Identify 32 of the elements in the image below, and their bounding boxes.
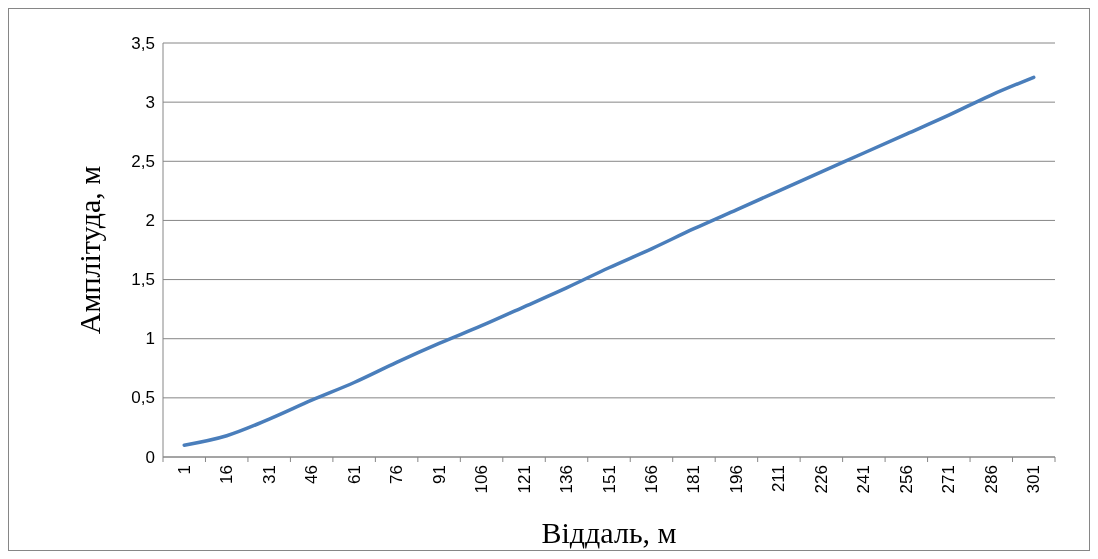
y-tick-label: 2,5 bbox=[131, 151, 155, 171]
line-series bbox=[182, 75, 1036, 447]
x-tick-label: 271 bbox=[939, 465, 959, 494]
x-tick-label: 196 bbox=[726, 465, 746, 494]
y-tick-label: 1 bbox=[145, 329, 155, 349]
x-tick-label: 16 bbox=[217, 465, 237, 484]
x-tick-label: 166 bbox=[641, 465, 661, 494]
x-tick-label: 1 bbox=[174, 465, 194, 475]
x-tick-label: 256 bbox=[896, 465, 916, 494]
x-tick-label: 61 bbox=[344, 465, 364, 484]
x-tick-label: 301 bbox=[1024, 465, 1044, 494]
x-tick-label: 286 bbox=[981, 465, 1001, 494]
x-tick-label: 46 bbox=[302, 465, 322, 484]
x-tick-label: 211 bbox=[769, 465, 789, 493]
y-tick-label: 2 bbox=[145, 210, 155, 230]
x-tick-label: 181 bbox=[684, 465, 704, 494]
y-tick-label: 3,5 bbox=[131, 33, 155, 53]
y-tick-label: 0,5 bbox=[131, 388, 155, 408]
x-axis-title: Віддаль, м bbox=[541, 516, 677, 549]
x-tick-label: 136 bbox=[557, 465, 577, 494]
y-axis-title: Амплітуда, м bbox=[73, 165, 106, 335]
y-tick-label: 3 bbox=[145, 92, 155, 112]
x-tick-label: 91 bbox=[429, 465, 449, 484]
x-tick-label: 121 bbox=[514, 465, 534, 494]
x-tick-label: 241 bbox=[854, 465, 874, 494]
y-tick-label: 1,5 bbox=[131, 270, 155, 290]
x-tick-label: 226 bbox=[811, 465, 831, 494]
y-tick-label: 0 bbox=[145, 447, 155, 467]
x-tick-label: 151 bbox=[599, 465, 619, 494]
x-tick-label: 31 bbox=[259, 465, 279, 484]
x-tick-label: 106 bbox=[472, 465, 492, 494]
x-tick-label: 76 bbox=[387, 465, 407, 484]
